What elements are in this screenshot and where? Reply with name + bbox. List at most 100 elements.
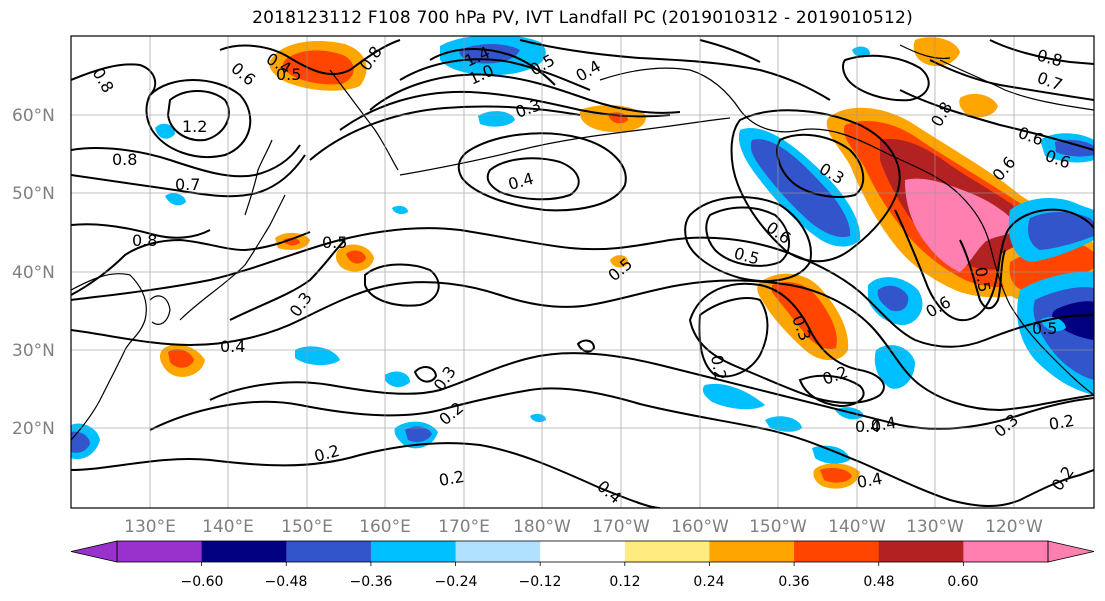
map-plot-area: 0.8 0.5 0.6 0.4 1.2 1.4 1.0 0.8 0.4 0.3 … xyxy=(71,36,1094,508)
lon-label: 180°W xyxy=(513,517,571,537)
colorbar-tick-label: −0.36 xyxy=(350,574,393,590)
contour-label: 1.2 xyxy=(182,117,207,136)
longitude-labels: 130°E 140°E 150°E 160°E 170°E 180°W 170°… xyxy=(124,517,1043,537)
colorbar-segment xyxy=(878,541,964,562)
contour-label: 0.2 xyxy=(1047,411,1075,434)
coastline-hudson xyxy=(939,59,1094,111)
colorbar-tick-label: −0.48 xyxy=(265,574,308,590)
shade-canada-orange xyxy=(959,93,998,118)
colorbar-left-arrow xyxy=(70,540,118,563)
map-title: 2018123112 F108 700 hPa PV, IVT Landfall… xyxy=(252,8,913,28)
colorbar-tick-label: −0.60 xyxy=(181,574,224,590)
shade-east-blue xyxy=(1028,212,1094,250)
contour-0.3-subtropical xyxy=(698,297,769,378)
contour-0.8-north xyxy=(989,39,1094,65)
shade-midpacific-red xyxy=(346,250,366,264)
contour-0.6-coast xyxy=(894,208,1094,322)
lon-label: 130°W xyxy=(906,517,964,537)
contour-0.4-main xyxy=(71,279,1094,412)
colorbar-segment xyxy=(794,541,880,562)
colorbar-tick-label: 0.36 xyxy=(778,574,809,590)
shade-northwest-red xyxy=(282,50,354,85)
contour-0.3-loop xyxy=(457,132,627,212)
contour-0.5-loop xyxy=(364,263,440,307)
lat-label: 60°N xyxy=(12,106,55,126)
lon-label: 130°E xyxy=(124,517,176,537)
shade-hawaii-cyan xyxy=(702,383,765,410)
contour-1.2 xyxy=(166,90,230,142)
colorbar-segment xyxy=(963,541,1049,562)
contour-0.3-south xyxy=(209,352,1094,430)
contour-label: 0.4 xyxy=(220,337,245,356)
shade-dateline-orange xyxy=(610,255,629,268)
contour-0.8-jet xyxy=(369,73,681,114)
lon-label: 160°E xyxy=(359,517,411,537)
coastline-aleutians xyxy=(399,117,731,176)
contour-0.4-loop xyxy=(486,157,580,201)
lat-label: 20°N xyxy=(12,419,55,439)
lon-label: 170°E xyxy=(438,517,490,537)
contour-label: 0.5 xyxy=(276,65,301,84)
gridlines xyxy=(71,36,1094,508)
colorbar-right-arrow xyxy=(1047,540,1095,563)
contour-0.5-east xyxy=(684,196,812,283)
shade-northeast-orange xyxy=(913,37,960,67)
shade-south2-cyan xyxy=(812,445,850,464)
shade-kamchatka-cyan xyxy=(155,123,175,139)
contour-label: 0.8 xyxy=(132,231,157,250)
lat-label: 40°N xyxy=(12,263,55,283)
contour-0.6-north xyxy=(899,89,1094,151)
contour-1.0 xyxy=(145,79,252,159)
contour-0.8-canada xyxy=(842,54,930,102)
coastline-korea xyxy=(149,295,171,325)
colorbar-segment xyxy=(709,541,795,562)
lat-label: 50°N xyxy=(12,184,55,204)
latitude-labels: 60°N 50°N 40°N 30°N 20°N xyxy=(12,106,55,439)
contour-label: 0.7 xyxy=(175,175,200,194)
contour-0.4-subtropical xyxy=(798,374,865,408)
shade-ncanada-cyan xyxy=(852,46,870,58)
shade-neast-blue xyxy=(1055,139,1094,157)
contour-label: 0.5 xyxy=(1032,319,1057,338)
contour-small-loop xyxy=(413,366,438,383)
lon-label: 160°W xyxy=(671,517,729,537)
colorbar-segment xyxy=(624,541,710,562)
contour-0.5-west xyxy=(71,231,311,296)
contour-0.8-kam xyxy=(71,144,301,178)
shade-south-red xyxy=(820,468,852,483)
colorbar-segment xyxy=(117,541,203,562)
contour-0.8-jet-north xyxy=(699,39,761,63)
shade-westcoast-blue xyxy=(877,285,909,312)
lon-label: 150°E xyxy=(281,517,333,537)
contour-label: 0.8 xyxy=(112,150,137,169)
contour-1.0-jet xyxy=(399,58,591,91)
contour-label: 0.2 xyxy=(707,353,730,381)
contour-0.7-north xyxy=(929,59,1094,101)
lat-label: 30°N xyxy=(12,341,55,361)
map-frame xyxy=(70,35,1095,509)
contour-0.6-gulf xyxy=(730,109,901,263)
lon-label: 150°W xyxy=(749,517,807,537)
shade-japan-cyan xyxy=(295,346,340,366)
coastline-asia xyxy=(71,273,147,441)
colorbar-outline xyxy=(116,540,1049,563)
coastlines xyxy=(71,44,1094,441)
contour-label: 0.4 xyxy=(869,413,897,436)
coastline-kamchatka xyxy=(329,69,399,171)
contour-label: 0.2 xyxy=(437,467,465,490)
coastline-alaska xyxy=(599,67,881,151)
contour-0.3-gulf xyxy=(776,133,865,198)
contour-label: 0.5 xyxy=(971,265,994,293)
contour-0.5-main xyxy=(71,227,1094,348)
contour-0.5-jet-north xyxy=(519,39,831,101)
pv-contours xyxy=(71,39,1094,508)
colorbar-segment xyxy=(201,541,287,562)
coastline-sakhalin xyxy=(244,139,273,216)
shade-small-cyan xyxy=(392,205,408,215)
contour-label: 0.4 xyxy=(855,417,880,436)
contour-label: 0.5 xyxy=(322,233,347,252)
contour-0.6-east xyxy=(705,206,790,267)
lon-label: 120°W xyxy=(985,517,1043,537)
colorbar-tick-label: −0.12 xyxy=(519,574,562,590)
contour-0.3-west xyxy=(229,239,346,321)
